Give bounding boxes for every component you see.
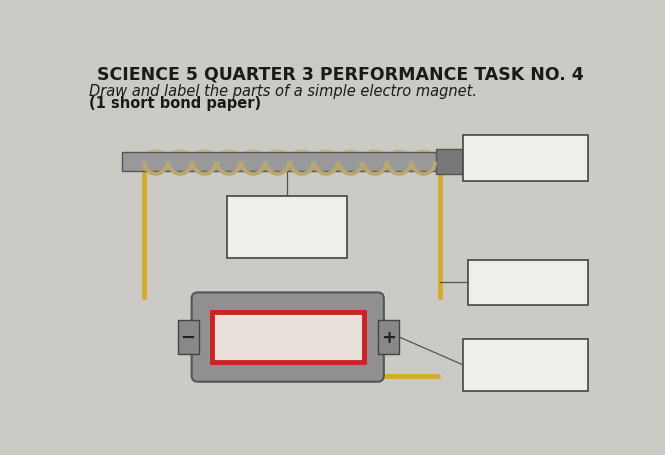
- Bar: [227, 197, 346, 258]
- Bar: [122, 153, 463, 172]
- Text: −: −: [180, 329, 196, 346]
- Bar: [468, 261, 589, 305]
- Text: (1 short bond paper): (1 short bond paper): [89, 96, 261, 111]
- Bar: [436, 150, 466, 174]
- Bar: [463, 339, 589, 391]
- Bar: [211, 313, 364, 362]
- Text: Draw and label the parts of a simple electro magnet.: Draw and label the parts of a simple ele…: [89, 84, 477, 99]
- Bar: [463, 135, 589, 182]
- Bar: [378, 320, 399, 354]
- FancyBboxPatch shape: [192, 293, 384, 382]
- Bar: [178, 320, 200, 354]
- Text: SCIENCE 5 QUARTER 3 PERFORMANCE TASK NO. 4: SCIENCE 5 QUARTER 3 PERFORMANCE TASK NO.…: [97, 66, 584, 83]
- Text: +: +: [381, 329, 396, 346]
